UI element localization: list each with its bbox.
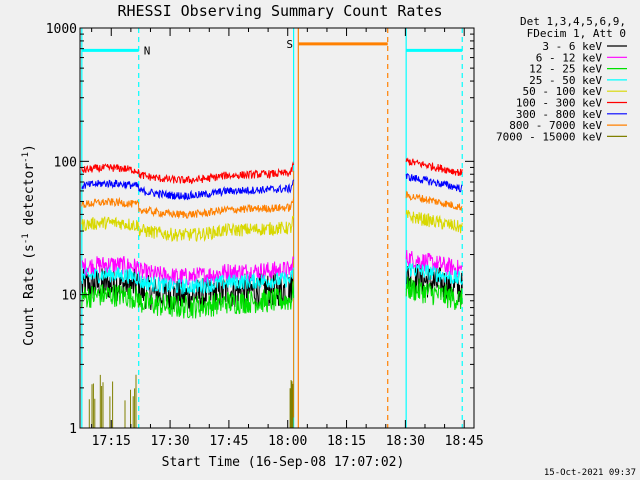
series-6-segment-2 xyxy=(405,157,463,176)
legend: Det 1,3,4,5,6,9,FDecim 1, Att 03 - 6 keV… xyxy=(496,15,627,143)
series-6-segment-1 xyxy=(81,161,295,185)
legend-entry-label: 100 - 300 keV xyxy=(516,97,602,110)
series-3-segment-1 xyxy=(81,281,295,319)
plot-frame xyxy=(79,27,475,429)
series-3-segment-2 xyxy=(405,276,463,310)
x-tick-label: 17:45 xyxy=(209,434,248,449)
x-tick-label: 18:45 xyxy=(445,434,484,449)
y-tick-label: 100 xyxy=(54,155,77,170)
x-tick-label: 18:15 xyxy=(327,434,366,449)
legend-entry-label: 25 - 50 keV xyxy=(529,74,602,87)
flag-label-s: S xyxy=(286,38,293,51)
y-tick-label: 1 xyxy=(69,422,77,437)
series-7-segment-2 xyxy=(405,172,463,193)
legend-entry-label: 6 - 12 keV xyxy=(536,51,603,64)
x-axis-label: Start Time (16-Sep-08 17:07:02) xyxy=(162,455,405,470)
series-7-segment-1 xyxy=(81,179,295,201)
legend-entry-label: 12 - 25 keV xyxy=(529,63,602,76)
legend-entry-label: 3 - 6 keV xyxy=(542,40,602,53)
series-8-segment-2 xyxy=(405,190,463,212)
x-tick-label: 17:30 xyxy=(151,434,190,449)
legend-header-line: Det 1,3,4,5,6,9, xyxy=(520,15,626,28)
legend-entry-label: 7000 - 15000 keV xyxy=(496,130,602,143)
y-tick-label: 10 xyxy=(61,289,77,304)
flag-label-n: N xyxy=(144,44,151,57)
series-5-segment-2 xyxy=(405,209,463,234)
y-axis-label: Count Rate (s-1 detector-1) xyxy=(21,144,37,346)
x-tick-label: 17:15 xyxy=(92,434,131,449)
series-4-segment-2 xyxy=(405,261,463,286)
series-2-segment-1 xyxy=(81,255,295,286)
y-tick-label: 1000 xyxy=(46,22,77,37)
x-tick-label: 18:30 xyxy=(386,434,425,449)
legend-entry-label: 300 - 800 keV xyxy=(516,108,602,121)
legend-entry-label: 50 - 100 keV xyxy=(523,85,603,98)
series-4-segment-1 xyxy=(81,266,295,295)
date-stamp: 15-Oct-2021 09:37 xyxy=(544,468,636,478)
chart-title: RHESSI Observing Summary Count Rates xyxy=(117,2,442,20)
series-high-energy-bursts xyxy=(88,374,294,428)
series-5-segment-1 xyxy=(81,215,295,243)
x-tick-label: 18:00 xyxy=(268,434,307,449)
legend-entry-label: 800 - 7000 keV xyxy=(509,119,602,132)
legend-header-line: FDecim 1, Att 0 xyxy=(527,27,626,40)
axes: 1 10 100 1000 17:15 17:30 17:45 18:00 18:15 18:30… xyxy=(46,22,484,449)
series-8-segment-1 xyxy=(81,196,295,220)
